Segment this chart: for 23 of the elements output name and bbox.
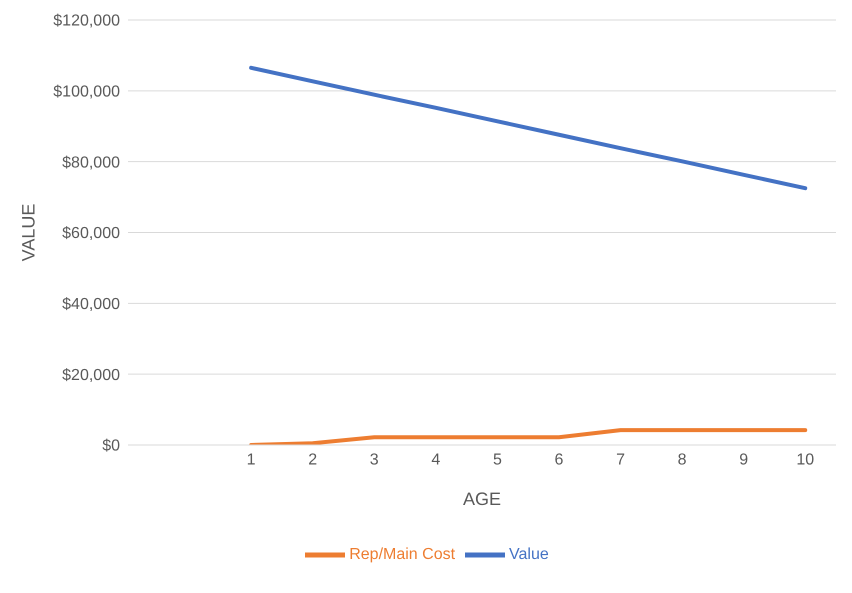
x-tick-label: 5: [492, 451, 502, 468]
x-tick-label: 1: [246, 451, 256, 468]
x-axis-title: AGE: [462, 489, 502, 509]
line-series: [249, 66, 808, 190]
x-tick-label: 4: [431, 451, 440, 468]
x-tick-label: 2: [308, 451, 318, 468]
x-tick-label: 9: [739, 451, 748, 468]
x-tick-label: 3: [370, 451, 379, 468]
x-tick-label: 8: [678, 451, 687, 468]
y-tick-label: $60,000: [62, 225, 120, 242]
y-axis-title: VALUE: [18, 204, 38, 262]
x-tick-label: 6: [554, 451, 564, 468]
y-tick-label: $100,000: [53, 84, 120, 101]
legend-label: Rep/Main Cost: [349, 546, 456, 564]
x-tick-label: 7: [616, 451, 626, 468]
y-tick-label: $20,000: [62, 366, 120, 384]
legend-label: Value: [509, 546, 549, 564]
y-tick-label: $80,000: [62, 154, 120, 172]
line-series: [249, 428, 808, 445]
y-tick-label: $120,000: [53, 12, 120, 30]
y-tick-label: $0: [102, 438, 120, 455]
x-tick-label: 10: [796, 451, 814, 468]
y-tick-label: $40,000: [62, 296, 120, 314]
